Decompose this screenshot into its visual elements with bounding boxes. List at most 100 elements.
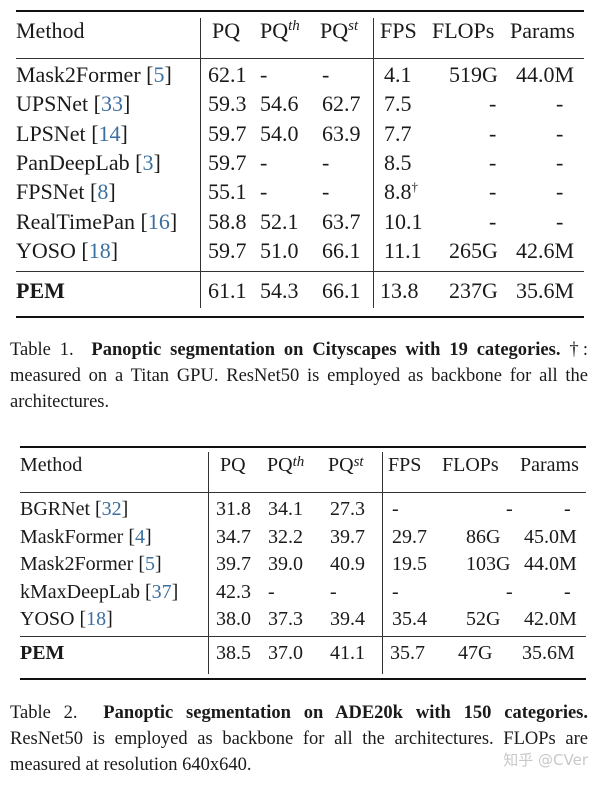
col-fps: FPS [380, 18, 417, 43]
cell-flops: - [489, 149, 497, 175]
citation-link[interactable]: 3 [142, 149, 154, 175]
cell-fps: 8.8 † [384, 179, 418, 205]
cell-fps: 11.1 [384, 237, 422, 263]
cell-pq-th: 54.6 [260, 91, 299, 117]
cell-params: - [564, 580, 571, 603]
table-row: LPSNet [14] 59.7 54.0 63.9 7.7 - - [16, 121, 584, 150]
cell-flops: 237G [449, 278, 498, 303]
cell-flops: 103G [466, 553, 511, 575]
cell-pq-st: - [322, 62, 330, 87]
cell-params: - [556, 179, 564, 205]
method-name: RealTimePan [16] [16, 208, 178, 234]
cell-pq-st: 39.4 [330, 608, 365, 630]
cell-params: 35.6M [516, 278, 575, 303]
table-row-ours: PEM 61.1 54.3 66.1 13.8 237G 35.6M [16, 278, 584, 307]
ours-rule [16, 271, 584, 272]
table-row: Mask2Former [5] 62.1- -4.1 519G 44.0M [16, 62, 584, 91]
col-pq: PQ [220, 454, 246, 476]
cell-pq: 42.3 [216, 580, 251, 603]
cell-pq-st: 39.7 [330, 525, 365, 548]
cell-fps: 7.5 [384, 91, 412, 117]
method-name: PEM [20, 642, 65, 664]
cell-params: 44.0M [524, 553, 577, 575]
citation-link[interactable]: 14 [98, 120, 121, 146]
cell-pq: 38.0 [216, 608, 251, 630]
citation-link[interactable]: 16 [147, 208, 170, 234]
col-pq-st: PQ st [320, 18, 359, 43]
header-rule [20, 492, 586, 493]
method-name: LPSNet [14] [16, 120, 128, 146]
cell-flops: 265G [449, 237, 498, 263]
cell-flops: - [506, 580, 513, 603]
cell-fps: 4.1 [384, 62, 412, 87]
citation-link[interactable]: 4 [135, 525, 145, 548]
col-flops: FLOPs [442, 454, 499, 476]
cell-pq-th: 37.3 [268, 608, 303, 630]
cell-pq: 61.1 [208, 278, 247, 303]
cell-pq-th: 32.2 [268, 525, 303, 548]
cell-pq-th: 34.1 [268, 498, 303, 520]
cell-pq: 34.7 [216, 525, 251, 548]
cell-params: 42.0M [524, 608, 577, 630]
method-name: PEM [16, 278, 65, 303]
citation-link[interactable]: 18 [86, 608, 107, 630]
cell-pq: 31.8 [216, 498, 251, 520]
citation-link[interactable]: 32 [101, 498, 122, 520]
cell-pq-th: - [260, 62, 268, 87]
table-1-caption: Table 1. Panoptic segmentation on Citysc… [10, 340, 589, 412]
cell-pq-th: - [260, 149, 268, 175]
cell-flops: - [489, 179, 497, 205]
col-params: Params [520, 454, 579, 476]
table-row: RealTimePan [16] 58.8 52.1 63.7 10.1 - - [16, 209, 584, 238]
cell-pq: 59.7 [208, 237, 247, 263]
cell-pq: 59.7 [208, 120, 247, 146]
citation-link[interactable]: 5 [145, 553, 155, 575]
cell-fps: 19.5 [392, 553, 427, 575]
citation-link[interactable]: 33 [100, 91, 123, 117]
cell-fps: 35.7 [390, 642, 425, 664]
cell-pq: 58.8 [208, 208, 247, 234]
header-row: Method PQ PQ th PQ st FPS FLOPs Params [16, 18, 584, 47]
cell-params: - [556, 91, 564, 117]
column-divider [200, 18, 201, 308]
cell-pq-th: 39.0 [268, 553, 303, 575]
cell-params: - [556, 208, 564, 234]
cell-pq-th: - [260, 179, 268, 205]
cell-params: 35.6M [522, 642, 575, 664]
cell-fps: 35.4 [392, 608, 427, 630]
col-method: Method [16, 18, 85, 43]
ours-rule [20, 636, 586, 637]
bottom-rule [20, 678, 586, 680]
citation-link[interactable]: 37 [151, 580, 172, 603]
citation-link[interactable]: 18 [88, 237, 111, 263]
cell-pq-st: - [322, 179, 330, 205]
cell-pq-st: - [322, 149, 330, 175]
cell-fps: 7.7 [384, 120, 412, 146]
cell-pq-st: 63.9 [322, 120, 361, 146]
cell-pq: 59.3 [208, 91, 247, 117]
method-name: UPSNet [33] [16, 91, 131, 117]
cell-fps: 10.1 [384, 208, 423, 234]
table-row: FPSNet [8] 55.1- -8.8 † - - [16, 179, 584, 208]
cell-fps: - [392, 498, 399, 520]
cell-flops: - [489, 120, 497, 146]
table-2-caption: Table 2. Panoptic segmentation on ADE20k… [10, 703, 588, 775]
cell-pq-th: 54.0 [260, 120, 299, 146]
method-name: MaskFormer [4] [20, 525, 152, 548]
cell-flops: - [489, 91, 497, 117]
cell-flops: - [489, 208, 497, 234]
watermark: 知乎 @CVer [503, 751, 588, 769]
citation-link[interactable]: 8 [97, 179, 109, 205]
cell-pq: 39.7 [216, 553, 251, 575]
cell-pq-st: 66.1 [322, 237, 361, 263]
method-name: kMaxDeepLab [37] [20, 580, 179, 603]
top-rule [20, 446, 586, 448]
cell-params: 42.6M [516, 237, 575, 263]
cell-flops: 52G [466, 608, 501, 630]
cell-pq-th: - [268, 580, 275, 603]
table-row: UPSNet [33] 59.3 54.6 62.7 7.5 - - [16, 91, 584, 120]
method-name: Mask2Former [5] [16, 62, 172, 87]
cell-params: - [556, 149, 564, 175]
column-divider [382, 452, 383, 674]
citation-link[interactable]: 5 [153, 62, 165, 87]
